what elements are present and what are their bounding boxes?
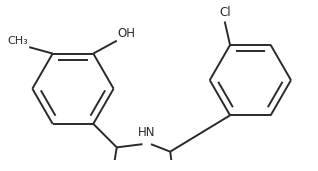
Text: HN: HN bbox=[138, 126, 156, 139]
Text: Cl: Cl bbox=[219, 6, 231, 19]
Text: OH: OH bbox=[118, 27, 136, 40]
Text: CH₃: CH₃ bbox=[7, 36, 28, 46]
